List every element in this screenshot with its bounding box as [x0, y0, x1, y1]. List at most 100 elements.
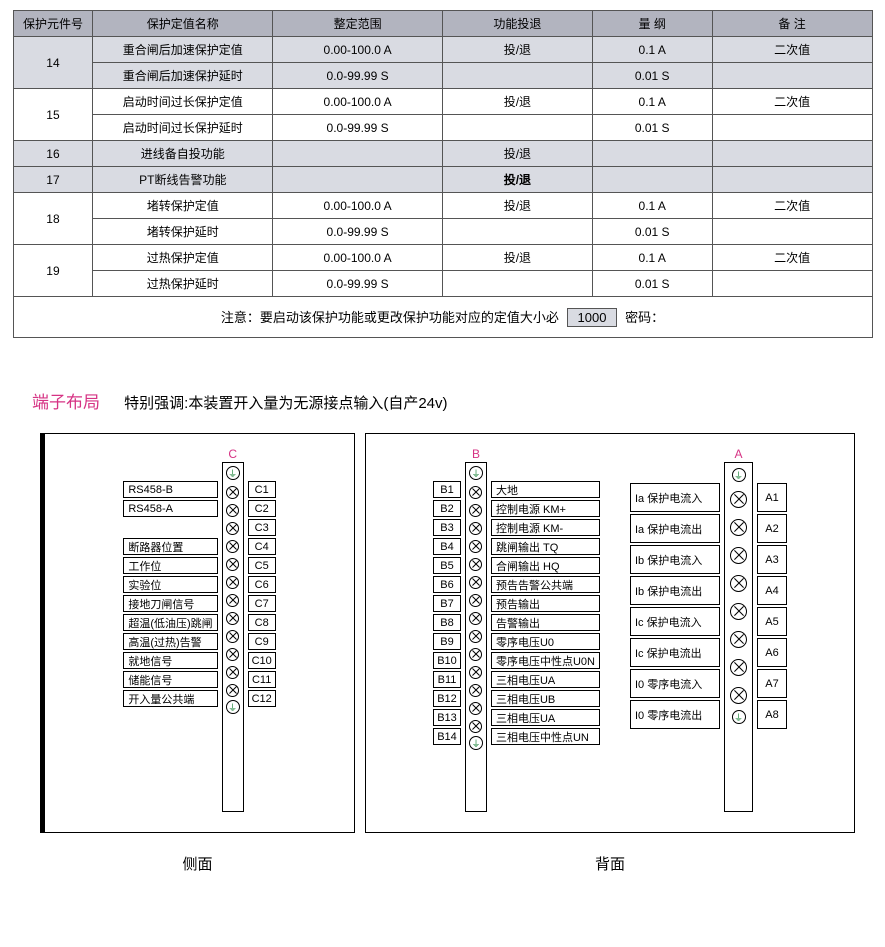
connector-b: B1B2B3B4B5B6B7B8B9B10B11B12B13B14 B ⏚⏚ 大…	[433, 462, 600, 812]
terminal-label: 告警输出	[491, 614, 600, 631]
pin-circle-icon	[226, 540, 239, 553]
ground-icon: ⏚	[469, 736, 483, 750]
terminal-label: Ib 保护电流入	[630, 545, 720, 574]
cell-name: 进线备自投功能	[93, 141, 273, 167]
panel-back: B1B2B3B4B5B6B7B8B9B10B11B12B13B14 B ⏚⏚ 大…	[365, 433, 855, 833]
cell-id: 17	[13, 167, 93, 193]
terminal-label: C12	[248, 690, 276, 707]
terminal-label: 零序电压U0	[491, 633, 600, 650]
terminal-label: B10	[433, 652, 461, 669]
terminal-label: B1	[433, 481, 461, 498]
terminal-label: C8	[248, 614, 276, 631]
pin-circle-icon	[469, 666, 482, 679]
terminal-label: B2	[433, 500, 461, 517]
cell-unit: 0.1 A	[592, 193, 712, 219]
terminal-label: Ic 保护电流出	[630, 638, 720, 667]
terminal-label: A2	[757, 514, 787, 543]
terminal-label: 控制电源 KM-	[491, 519, 600, 536]
th-range: 整定范围	[273, 11, 443, 37]
cell-note	[712, 141, 872, 167]
cell-name: 堵转保护延时	[93, 219, 273, 245]
pin-circle-icon	[226, 558, 239, 571]
terminal-label: B7	[433, 595, 461, 612]
cell-func: 投/退	[442, 245, 592, 271]
cell-name: 重合闸后加速保护延时	[93, 63, 273, 89]
terminal-label: 三相电压UB	[491, 690, 600, 707]
terminal-label: B11	[433, 671, 461, 688]
terminal-label: Ic 保护电流入	[630, 607, 720, 636]
cell-func: 投/退	[442, 193, 592, 219]
cell-name: 启动时间过长保护定值	[93, 89, 273, 115]
pin-circle-icon	[469, 594, 482, 607]
pin-circle-icon	[730, 575, 747, 592]
pin-circle-icon	[469, 558, 482, 571]
terminal-label: 三相电压UA	[491, 671, 600, 688]
terminal-label: C2	[248, 500, 276, 517]
terminal-label: B9	[433, 633, 461, 650]
cell-name: 启动时间过长保护延时	[93, 115, 273, 141]
table-row: 17PT断线告警功能投/退	[13, 167, 872, 193]
cell-range: 0.0-99.99 S	[273, 115, 443, 141]
conn-a-letter: A	[734, 447, 742, 461]
pin-circle-icon	[226, 630, 239, 643]
pin-circle-icon	[226, 576, 239, 589]
pin-circle-icon	[469, 702, 482, 715]
pin-circle-icon	[469, 522, 482, 535]
table-row: 过热保护延时0.0-99.99 S0.01 S	[13, 271, 872, 297]
terminal-label: A1	[757, 483, 787, 512]
cell-func	[442, 271, 592, 297]
terminal-label: B14	[433, 728, 461, 745]
ground-icon: ⏚	[732, 468, 746, 482]
cell-note: 二次值	[712, 245, 872, 271]
cell-range: 0.00-100.0 A	[273, 89, 443, 115]
conn-a-strip: A ⏚⏚	[724, 462, 753, 812]
terminal-label: 断路器位置	[123, 538, 217, 555]
terminal-label: 三相电压UA	[491, 709, 600, 726]
terminal-label: C4	[248, 538, 276, 555]
pin-circle-icon	[469, 720, 482, 733]
pin-circle-icon	[469, 504, 482, 517]
terminal-label: A5	[757, 607, 787, 636]
protection-settings-table: 保护元件号 保护定值名称 整定范围 功能投退 量 纲 备 注 14重合闸后加速保…	[13, 10, 873, 338]
terminal-label: 预告告警公共端	[491, 576, 600, 593]
pin-circle-icon	[226, 684, 239, 697]
terminal-label: B3	[433, 519, 461, 536]
terminal-label: Ia 保护电流出	[630, 514, 720, 543]
pin-circle-icon	[730, 519, 747, 536]
note-prefix: 注意：要启动该保护功能或更改保护功能对应的定值大小必	[221, 310, 559, 325]
cell-id: 19	[13, 245, 93, 297]
pin-circle-icon	[226, 648, 239, 661]
terminal-heading-pink: 端子布局	[32, 393, 100, 412]
terminal-label: C5	[248, 557, 276, 574]
conn-b-letter: B	[472, 447, 480, 461]
terminal-label: C7	[248, 595, 276, 612]
cell-range: 0.00-100.0 A	[273, 245, 443, 271]
th-unit: 量 纲	[592, 11, 712, 37]
cell-func: 投/退	[442, 89, 592, 115]
cell-note: 二次值	[712, 89, 872, 115]
terminal-label: C9	[248, 633, 276, 650]
cell-range: 0.0-99.99 S	[273, 63, 443, 89]
cell-range	[273, 167, 443, 193]
cell-note	[712, 271, 872, 297]
th-name: 保护定值名称	[93, 11, 273, 37]
cell-id: 14	[13, 37, 93, 89]
terminal-label: 大地	[491, 481, 600, 498]
terminal-label: RS458-A	[123, 500, 217, 517]
terminal-label: 控制电源 KM+	[491, 500, 600, 517]
pin-circle-icon	[469, 576, 482, 589]
ground-icon: ⏚	[732, 710, 746, 724]
terminal-label: I0 零序电流出	[630, 700, 720, 729]
pin-circle-icon	[469, 540, 482, 553]
cell-note: 二次值	[712, 193, 872, 219]
th-note: 备 注	[712, 11, 872, 37]
pin-circle-icon	[730, 491, 747, 508]
table-row: 重合闸后加速保护延时0.0-99.99 S0.01 S	[13, 63, 872, 89]
cell-unit	[592, 141, 712, 167]
cell-id: 15	[13, 89, 93, 141]
terminal-label: 开入量公共端	[123, 690, 217, 707]
conn-b-strip: B ⏚⏚	[465, 462, 487, 812]
cell-unit: 0.01 S	[592, 219, 712, 245]
table-note-row: 注意：要启动该保护功能或更改保护功能对应的定值大小必 1000 密码：	[13, 297, 872, 338]
cell-range	[273, 141, 443, 167]
